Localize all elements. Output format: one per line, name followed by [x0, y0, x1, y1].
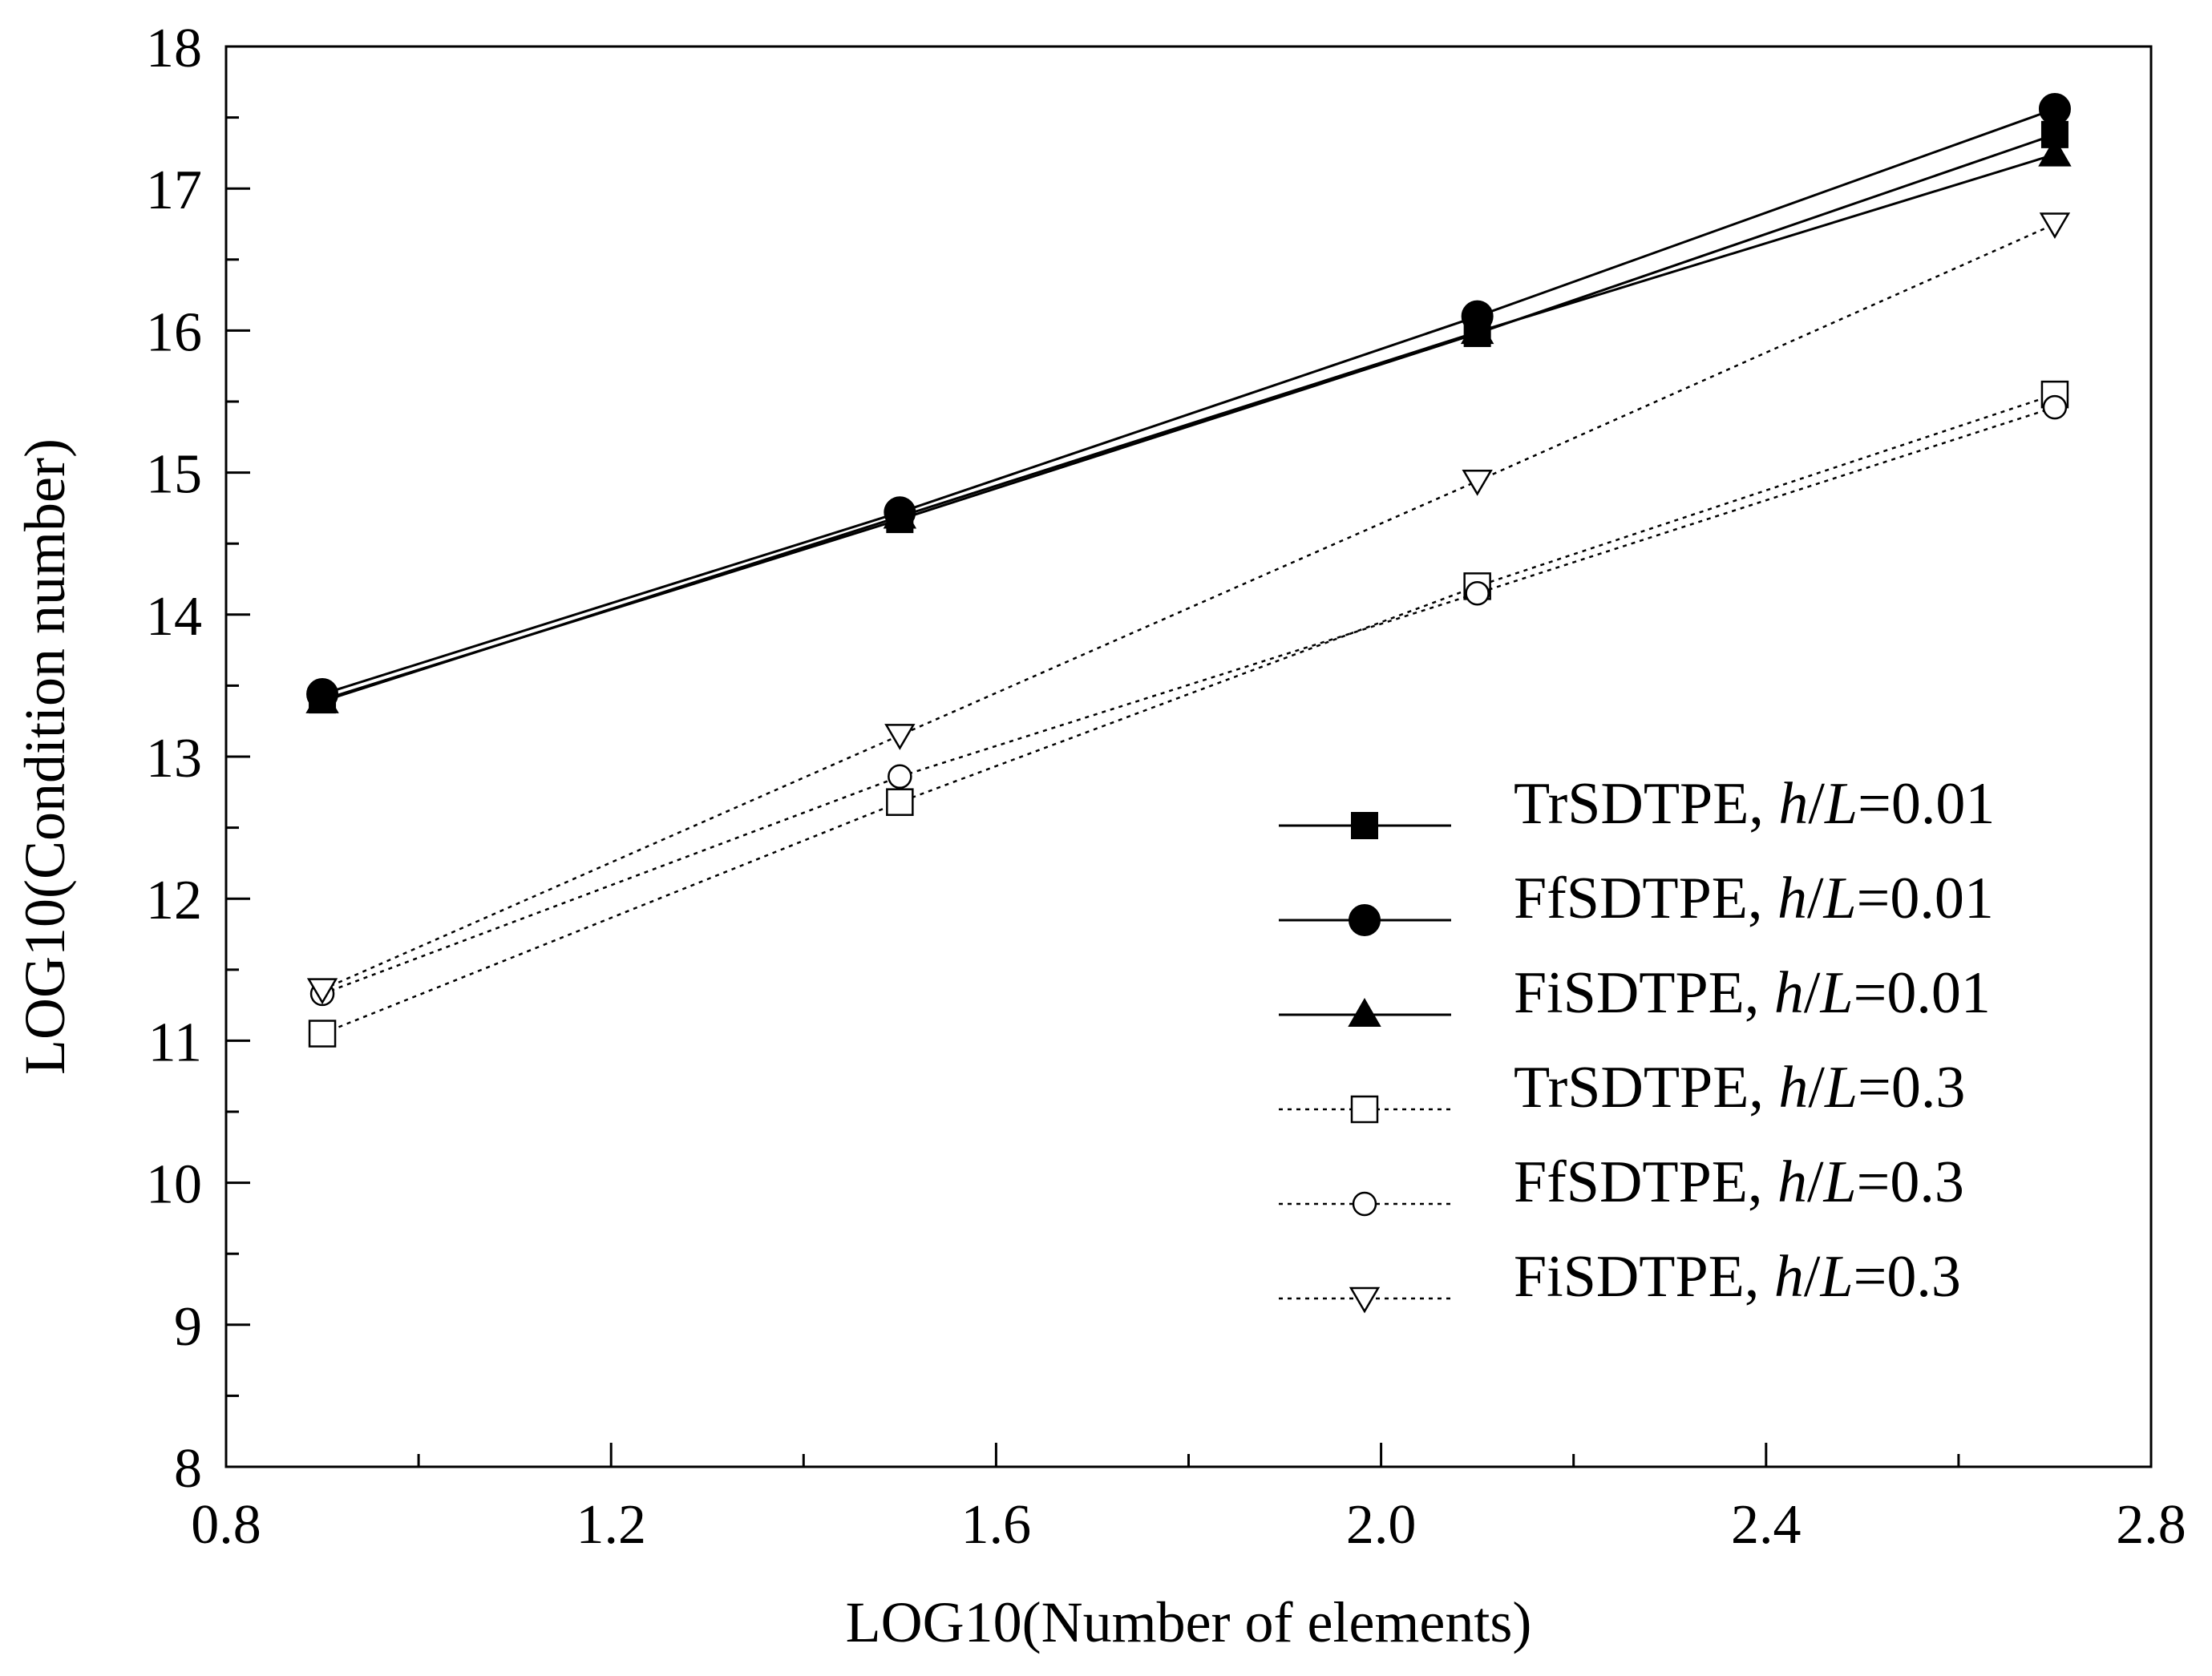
data-point [888, 764, 912, 790]
x-tick-label: 1.2 [576, 1494, 646, 1556]
y-tick-label: 15 [146, 444, 202, 506]
legend-label: FfSDTPE, h/L=0.3 [1514, 1149, 1964, 1215]
legend-label: FiSDTPE, h/L=0.01 [1514, 960, 1991, 1026]
series-3 [308, 380, 2069, 1048]
legend: TrSDTPE, h/L=0.01 FfSDTPE, h/L=0.01 FiSDTP… [1279, 771, 1995, 1314]
series-5 [306, 212, 2071, 1005]
y-tick-label: 12 [146, 870, 202, 931]
data-point [1465, 580, 1490, 606]
y-tick-label: 13 [146, 728, 202, 790]
y-tick-label: 9 [174, 1296, 202, 1358]
y-tick-label: 8 [174, 1438, 202, 1500]
y-tick-label: 17 [146, 160, 202, 221]
legend-label: TrSDTPE, h/L=0.01 [1514, 771, 1995, 837]
legend-marker [1349, 904, 1381, 936]
legend-entry: FfSDTPE, h/L=0.3 [1279, 1149, 1964, 1217]
series-line [321, 223, 2056, 991]
legend-entry: FfSDTPE, h/L=0.01 [1279, 866, 1994, 936]
legend-marker [1350, 1095, 1379, 1124]
legend-entry: FiSDTPE, h/L=0.01 [1279, 960, 1991, 1027]
series-line [321, 393, 2056, 1035]
series-line [321, 133, 2056, 701]
y-tick-label: 14 [146, 586, 202, 648]
y-tick-label: 10 [146, 1154, 202, 1216]
x-tick-label: 2.0 [1346, 1494, 1417, 1556]
data-point [883, 499, 917, 529]
x-axis-title: LOG10(Number of elements) [846, 1590, 1532, 1654]
data-point [2042, 394, 2068, 420]
axes: 0.8 1.2 1.6 2.0 2.4 2.8 8 9 10 11 12 13 14 15 16 17 18 [146, 18, 2186, 1556]
series-0 [309, 120, 2068, 714]
series-line [321, 406, 2056, 996]
series-line [321, 153, 2056, 703]
data-point [1462, 469, 1493, 496]
legend-marker [1349, 1286, 1381, 1314]
y-tick-label: 18 [146, 18, 202, 79]
legend-marker [1348, 997, 1381, 1027]
data-point [2038, 92, 2071, 125]
data-point [2039, 212, 2071, 239]
legend-entry: FiSDTPE, h/L=0.3 [1279, 1244, 1961, 1314]
legend-label: FfSDTPE, h/L=0.01 [1514, 866, 1994, 931]
data-point [886, 788, 914, 816]
series-line [321, 107, 2056, 696]
legend-entry: TrSDTPE, h/L=0.01 [1279, 771, 1995, 839]
data-point [1460, 315, 1494, 345]
series-1 [306, 92, 2071, 711]
data-point [305, 684, 339, 713]
x-tick-label: 0.8 [191, 1494, 261, 1556]
series-2 [305, 137, 2072, 713]
plot-area [305, 92, 2072, 1048]
legend-label: TrSDTPE, h/L=0.3 [1514, 1055, 1965, 1121]
y-axis-title: LOG10(Condition number) [13, 438, 77, 1075]
y-tick-label: 16 [146, 301, 202, 363]
legend-label: FiSDTPE, h/L=0.3 [1514, 1244, 1961, 1310]
data-point [2038, 137, 2072, 167]
legend-marker [1351, 812, 1378, 839]
y-tick-label: 11 [148, 1012, 202, 1073]
x-tick-label: 2.4 [1731, 1494, 1802, 1556]
data-point [884, 724, 916, 750]
data-point [306, 978, 338, 1005]
x-tick-label: 2.8 [2116, 1494, 2186, 1556]
data-point [308, 1020, 337, 1048]
x-tick-label: 1.6 [961, 1494, 1032, 1556]
legend-marker [1352, 1191, 1377, 1217]
legend-entry: TrSDTPE, h/L=0.3 [1279, 1055, 1965, 1124]
